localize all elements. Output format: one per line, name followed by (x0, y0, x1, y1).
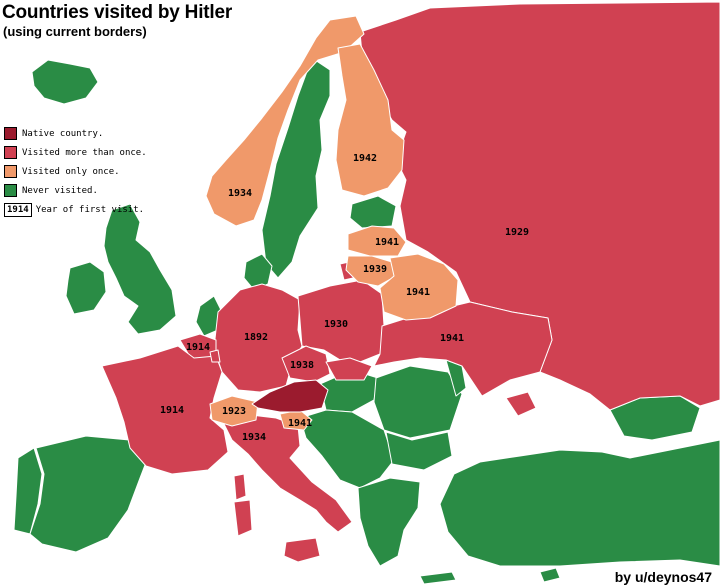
year-france: 1914 (160, 405, 184, 416)
year-labels: 1929 1942 1934 1941 1939 1941 1914 1892 … (160, 153, 529, 443)
year-switzerland: 1923 (222, 406, 246, 417)
year-slovenia: 1941 (288, 418, 312, 429)
corsica (233, 473, 247, 501)
balkans (299, 409, 395, 489)
bulgaria (385, 431, 453, 471)
lithuania (345, 255, 397, 287)
united-kingdom (103, 203, 177, 335)
visited-only-once-countries (205, 15, 459, 431)
legend-swatch-native (4, 127, 17, 140)
ireland (65, 261, 107, 315)
ukraine (373, 301, 553, 397)
romania (373, 365, 463, 439)
legend: Native country. Visited more than once. … (4, 124, 147, 219)
sweden (261, 57, 331, 279)
map-title: Countries visited by Hitler (2, 2, 233, 23)
greece (357, 477, 421, 567)
crimea (505, 391, 537, 417)
legend-label-year: Year of first visit. (35, 204, 145, 215)
legend-swatch-never (4, 184, 17, 197)
year-ukraine: 1941 (440, 333, 464, 344)
year-norway: 1934 (228, 188, 252, 199)
sardinia (233, 499, 253, 537)
latvia (347, 225, 407, 257)
legend-label-native: Native country. (22, 128, 104, 139)
year-germany: 1892 (244, 332, 268, 343)
year-poland: 1930 (324, 319, 348, 330)
year-italy: 1934 (242, 432, 266, 443)
year-belarus: 1941 (406, 287, 430, 298)
year-lithuania: 1939 (363, 264, 387, 275)
portugal (13, 447, 43, 535)
year-belgium: 1914 (186, 342, 210, 353)
never-visited-countries (13, 57, 720, 585)
belarus (379, 253, 459, 321)
switzerland (209, 395, 259, 427)
legend-item-only-once: Visited only once. (4, 162, 147, 181)
legend-item-year: 1914 Year of first visit. (4, 200, 147, 219)
legend-label-more-than-once: Visited more than once. (22, 147, 147, 158)
slovakia (325, 357, 373, 381)
year-czechia: 1938 (290, 360, 314, 371)
sicily (283, 537, 321, 563)
czechia (281, 345, 331, 383)
iceland (31, 59, 99, 105)
visited-more-than-once-countries (101, 1, 720, 563)
turkey (439, 439, 720, 567)
year-latvia: 1941 (375, 237, 399, 248)
legend-item-more-than-once: Visited more than once. (4, 143, 147, 162)
france (101, 345, 229, 475)
legend-label-never: Never visited. (22, 185, 98, 196)
legend-item-native: Native country. (4, 124, 147, 143)
map-subtitle: (using current borders) (3, 24, 147, 39)
denmark (243, 253, 273, 291)
legend-item-never: Never visited. (4, 181, 147, 200)
finland (335, 43, 405, 197)
legend-swatch-only-once (4, 165, 17, 178)
year-russia: 1929 (505, 227, 529, 238)
luxembourg (209, 349, 221, 363)
legend-swatch-more-than-once (4, 146, 17, 159)
year-finland: 1942 (353, 153, 377, 164)
cyprus (539, 567, 561, 583)
crete (419, 571, 457, 585)
spain (29, 435, 151, 553)
legend-label-only-once: Visited only once. (22, 166, 120, 177)
legend-year-sample: 1914 (4, 202, 32, 217)
estonia (349, 195, 397, 229)
native-country (251, 379, 329, 413)
austria (251, 379, 329, 413)
norway (205, 15, 365, 227)
author-credit: by u/deynos47 (614, 569, 712, 585)
